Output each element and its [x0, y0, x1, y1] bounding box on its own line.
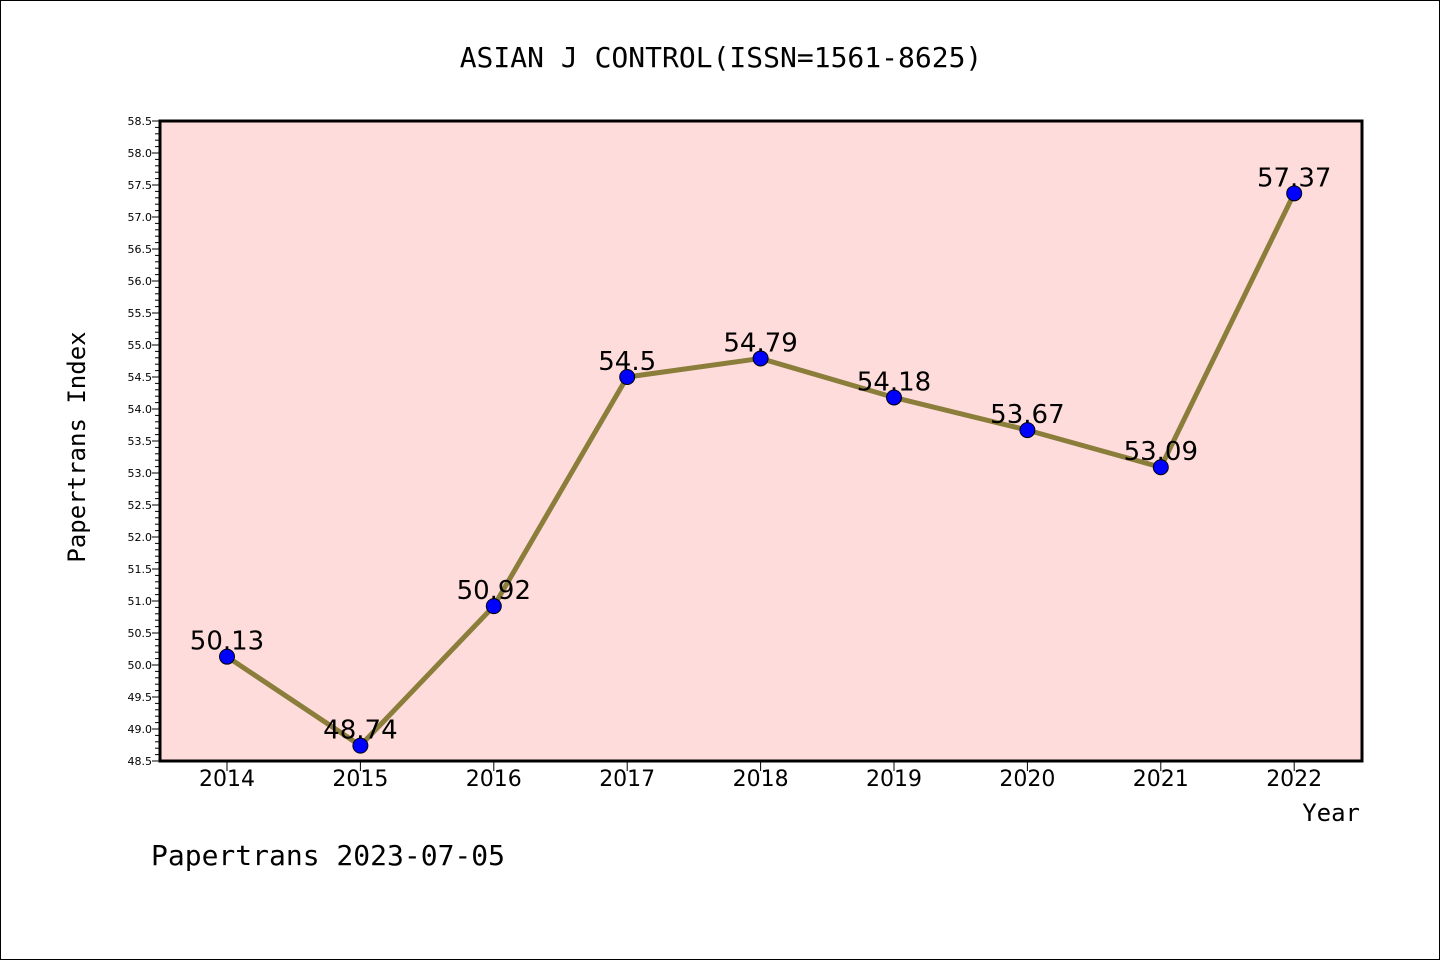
y-axis-ticks: 48.5 49.0 49.5 50.0 50.5 51.0 51.5 52.0 52.5 53.0… — [128, 115, 160, 768]
x-tick-label-2021: 2021 — [1133, 767, 1189, 792]
data-label-layer: 50.13 48.74 50.92 54.5 54.79 54.18 53.67 53.09 5… — [190, 163, 1332, 745]
y-tick-label: 52.0 — [128, 531, 153, 544]
data-point-2021 — [1152, 459, 1169, 476]
y-tick-label: 54.5 — [128, 371, 153, 384]
data-label-2014: 50.13 — [190, 627, 264, 657]
data-label-2015: 48.74 — [323, 716, 397, 746]
x-tick-label-2019: 2019 — [866, 767, 922, 792]
data-label-2019: 54.18 — [857, 367, 931, 397]
x-axis-ticks: 2014 2015 2016 2017 2018 2019 2020 2021 2022 — [199, 761, 1322, 792]
data-label-2018: 54.79 — [723, 328, 797, 358]
data-point-2018 — [752, 350, 769, 367]
x-tick-label-2014: 2014 — [199, 767, 255, 792]
data-label-2016: 50.92 — [457, 576, 531, 606]
y-tick-label: 50.0 — [128, 659, 153, 672]
data-point-2017 — [619, 369, 636, 385]
y-tick-label: 52.5 — [128, 499, 153, 512]
data-point-2015 — [352, 737, 369, 754]
y-tick-label: 56.0 — [128, 275, 153, 288]
data-label-2021: 53.09 — [1124, 437, 1198, 467]
y-tick-label: 49.0 — [128, 723, 153, 736]
y-tick-label: 51.0 — [128, 595, 153, 608]
x-tick-label-2018: 2018 — [733, 767, 789, 792]
y-tick-label: 48.5 — [128, 755, 153, 768]
x-tick-label-2015: 2015 — [332, 767, 388, 792]
y-tick-label: 50.5 — [128, 627, 153, 640]
x-axis-label: Year — [1302, 799, 1360, 827]
x-tick-label-2017: 2017 — [599, 767, 655, 792]
y-tick-label: 58.5 — [128, 115, 153, 128]
y-tick-label: 49.5 — [128, 691, 153, 704]
x-tick-label-2020: 2020 — [999, 767, 1055, 792]
chart-title: ASIAN J CONTROL(ISSN=1561-8625) — [460, 41, 983, 74]
y-tick-label: 57.0 — [128, 211, 153, 224]
y-tick-label: 53.5 — [128, 435, 153, 448]
x-tick-label-2016: 2016 — [466, 767, 522, 792]
y-tick-label: 57.5 — [128, 179, 153, 192]
footer-date-stamp: Papertrans 2023-07-05 — [151, 839, 505, 872]
series-layer — [219, 185, 1303, 754]
data-point-2016 — [485, 598, 502, 615]
y-tick-label: 58.0 — [128, 147, 153, 160]
data-label-2022: 57.37 — [1257, 163, 1331, 193]
data-point-2022 — [1286, 185, 1303, 202]
y-tick-label: 53.0 — [128, 467, 153, 480]
data-point-2020 — [1019, 422, 1036, 439]
data-point-2019 — [886, 389, 902, 406]
y-tick-label: 51.5 — [128, 563, 153, 576]
y-tick-label: 55.0 — [128, 339, 153, 352]
y-axis-label: Papertrans Index — [63, 331, 91, 562]
y-tick-label: 54.0 — [128, 403, 153, 416]
data-label-2020: 53.67 — [990, 400, 1064, 430]
y-tick-label: 55.5 — [128, 307, 153, 320]
data-label-2017: 54.5 — [598, 347, 656, 377]
y-tick-label: 56.5 — [128, 243, 153, 256]
plot-area — [158, 119, 1364, 763]
x-tick-label-2022: 2022 — [1266, 767, 1322, 792]
data-point-2014 — [219, 648, 235, 665]
